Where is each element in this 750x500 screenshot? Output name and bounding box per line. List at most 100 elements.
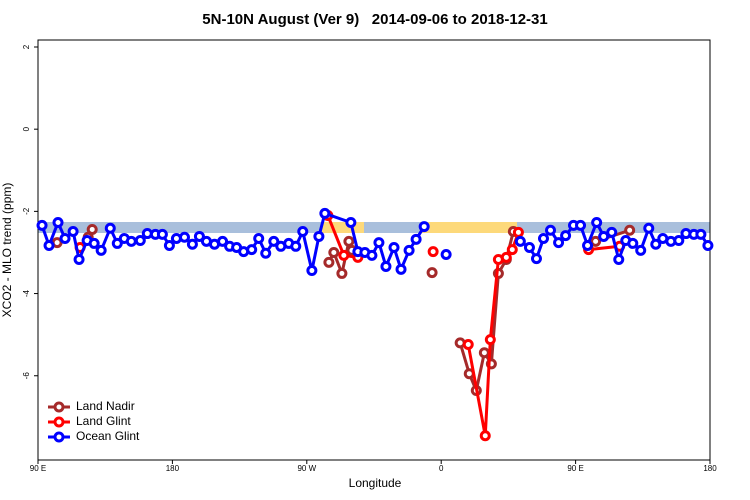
y-tick-label: -2 [22,207,31,215]
point [545,224,557,236]
x-tick-label: 180 [166,464,180,473]
point [427,246,439,258]
point [514,235,526,247]
point [506,244,518,256]
point [484,334,496,346]
series-line [326,214,620,437]
point [88,237,100,249]
y-tick-label: -4 [22,289,31,297]
point [125,235,137,247]
point [695,228,707,240]
point [328,246,340,258]
point [52,216,64,228]
point [178,231,190,243]
point [43,239,55,251]
point [395,263,407,275]
point [86,223,98,235]
point [323,256,335,268]
point [537,232,549,244]
band-blue [38,222,710,233]
point [345,216,357,228]
chart-title: 5N-10N August (Ver 9) 2014-09-06 to 2018… [202,11,547,28]
point [104,222,116,234]
point [582,239,594,251]
point [253,232,265,244]
point [380,260,392,272]
legend-marker [53,401,65,413]
point [624,224,636,236]
band-yellow [420,222,517,233]
point [73,253,85,265]
point [410,233,422,245]
point [217,235,229,247]
point [306,265,318,277]
point [627,237,639,249]
point [598,230,610,242]
point [673,235,685,247]
x-tick-label: 0 [439,464,444,473]
point [186,238,198,250]
point [575,219,587,231]
point [462,339,474,351]
point [403,244,415,256]
point [643,222,655,234]
point [36,219,48,231]
point [388,242,400,254]
point [591,216,603,228]
point [156,228,168,240]
point [111,237,123,249]
point [268,235,280,247]
point [523,242,535,254]
point [560,230,572,242]
point [343,235,355,247]
point [479,430,491,442]
legend-label: Land Glint [76,414,131,428]
point [426,267,438,279]
point [193,230,205,242]
point [336,267,348,279]
point [635,244,647,256]
x-tick-label: 180 [703,464,717,473]
legend-label: Ocean Glint [76,429,140,443]
y-tick-label: -6 [22,372,31,380]
point [366,249,378,261]
point [418,221,430,233]
point [297,226,309,238]
series [36,207,714,277]
point [553,237,565,249]
point [702,239,714,251]
point [373,237,385,249]
band-yellow [322,222,364,233]
point [590,235,602,247]
y-axis-label: XCO2 - MLO trend (ppm) [0,183,14,318]
point [290,240,302,252]
point [319,207,331,219]
point [246,244,258,256]
point [650,238,662,250]
legend-marker [53,431,65,443]
point [478,347,490,359]
point [95,244,107,256]
x-tick-label: 90 W [297,464,316,473]
point [67,226,79,238]
legend-label: Land Nadir [76,399,135,413]
x-tick-label: 90 E [30,464,46,473]
point [163,239,175,251]
y-tick-label: 2 [22,44,31,49]
point [613,253,625,265]
point [500,251,512,263]
point [606,226,618,238]
x-tick-label: 90 E [567,464,583,473]
point [313,230,325,242]
point [530,253,542,265]
y-tick-label: 0 [22,126,31,131]
legend-marker [53,416,65,428]
point [440,249,452,261]
point [134,235,146,247]
point [59,232,71,244]
x-axis-label: Longitude [349,476,402,490]
point [260,247,272,259]
band [38,222,710,233]
point [338,249,350,261]
